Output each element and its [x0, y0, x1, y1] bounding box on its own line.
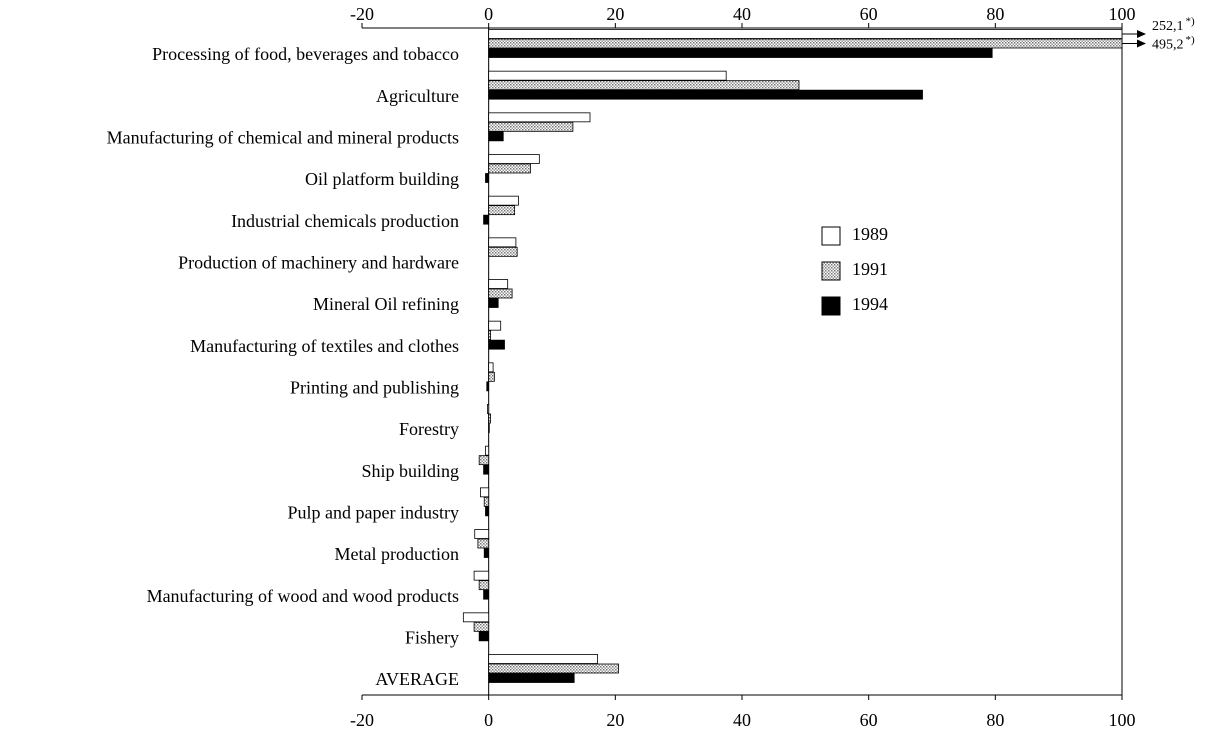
x-tick-label: -20 [350, 4, 374, 24]
bar [477, 538, 490, 549]
bar [488, 279, 509, 289]
bar [478, 580, 490, 591]
legend-swatch [821, 296, 841, 316]
category-label: Production of machinery and hardware [178, 252, 459, 272]
bar [474, 529, 490, 539]
category-label: Oil platform building [305, 169, 459, 189]
x-tick-label: 60 [860, 4, 878, 24]
bar [488, 112, 591, 123]
bar [483, 464, 490, 475]
category-label: Metal production [335, 544, 459, 564]
arrow-head [1137, 39, 1146, 48]
x-tick-label: 0 [484, 4, 493, 24]
bar [488, 121, 574, 132]
bar [488, 663, 619, 674]
bar [488, 237, 517, 248]
bar [478, 455, 490, 466]
bar [488, 288, 513, 299]
bar [488, 38, 1123, 49]
bar [486, 404, 490, 414]
bar [473, 621, 490, 632]
category-label: AVERAGE [375, 669, 459, 689]
category-label: Industrial chemicals production [231, 211, 459, 231]
category-label: Forestry [399, 419, 459, 439]
bar [485, 173, 490, 183]
bar [488, 298, 499, 308]
arrow-head [1137, 30, 1146, 38]
bar [473, 570, 490, 581]
bar [485, 506, 490, 517]
bar [488, 154, 540, 164]
bar [488, 80, 800, 91]
x-tick-label: -20 [350, 710, 374, 730]
category-label: Fishery [405, 627, 459, 647]
category-label: Mineral Oil refining [313, 294, 459, 314]
bar [488, 163, 531, 174]
x-tick-label: 20 [606, 710, 624, 730]
category-label: Processing of food, beverages and tobacc… [152, 44, 459, 64]
x-tick-label: 40 [733, 710, 751, 730]
category-label: Manufacturing of wood and wood products [147, 586, 459, 606]
bar [488, 205, 516, 216]
footnote-mark: *) [1186, 34, 1196, 46]
x-tick-label: 80 [986, 710, 1004, 730]
bar [483, 589, 490, 600]
category-label: Printing and publishing [290, 377, 459, 397]
bar [483, 548, 490, 558]
legend-swatch [821, 226, 841, 246]
x-tick-label: 80 [986, 4, 1004, 24]
x-tick-label: 100 [1109, 710, 1136, 730]
legend-swatch [821, 261, 841, 281]
bar [478, 631, 490, 642]
legend-label: 1991 [852, 259, 888, 279]
bar [462, 612, 490, 623]
category-label: Ship building [361, 461, 459, 481]
category-label: Manufacturing of textiles and clothes [190, 336, 459, 356]
category-label: Agriculture [376, 86, 459, 106]
bar [488, 673, 575, 683]
legend-label: 1994 [852, 294, 888, 314]
bar [483, 214, 490, 225]
x-tick-label: 20 [606, 4, 624, 24]
bar [488, 330, 491, 341]
bar [488, 339, 505, 350]
bar [488, 29, 1123, 39]
footnote-mark: *) [1186, 16, 1196, 28]
bar [488, 362, 494, 373]
value-label: 252,1 [1152, 19, 1184, 34]
bar [486, 381, 490, 392]
bar [480, 487, 490, 498]
x-tick-label: 60 [860, 710, 878, 730]
x-tick-label: 40 [733, 4, 751, 24]
x-tick-label: 100 [1109, 4, 1136, 24]
bar [488, 131, 504, 142]
bar [488, 320, 502, 331]
legend-label: 1989 [852, 224, 888, 244]
bar [488, 654, 598, 664]
bar [488, 413, 491, 424]
bar [483, 496, 490, 507]
x-tick-label: 0 [484, 710, 493, 730]
bar [488, 89, 923, 100]
bar [488, 423, 490, 433]
value-label: 495,2 [1152, 38, 1184, 53]
bar [488, 195, 519, 206]
category-label: Manufacturing of chemical and mineral pr… [107, 127, 459, 147]
bar [488, 246, 518, 257]
category-label: Pulp and paper industry [288, 502, 459, 522]
bar [488, 48, 993, 58]
bar [488, 70, 727, 81]
bar [488, 371, 495, 382]
bar [485, 445, 490, 456]
